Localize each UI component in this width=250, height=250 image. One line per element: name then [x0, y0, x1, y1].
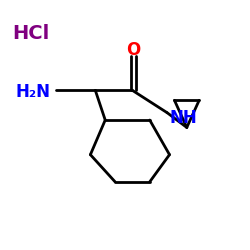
Text: HCl: HCl: [12, 24, 50, 43]
Text: O: O: [126, 40, 141, 58]
Text: H₂N: H₂N: [16, 82, 51, 100]
Text: NH: NH: [170, 109, 197, 127]
